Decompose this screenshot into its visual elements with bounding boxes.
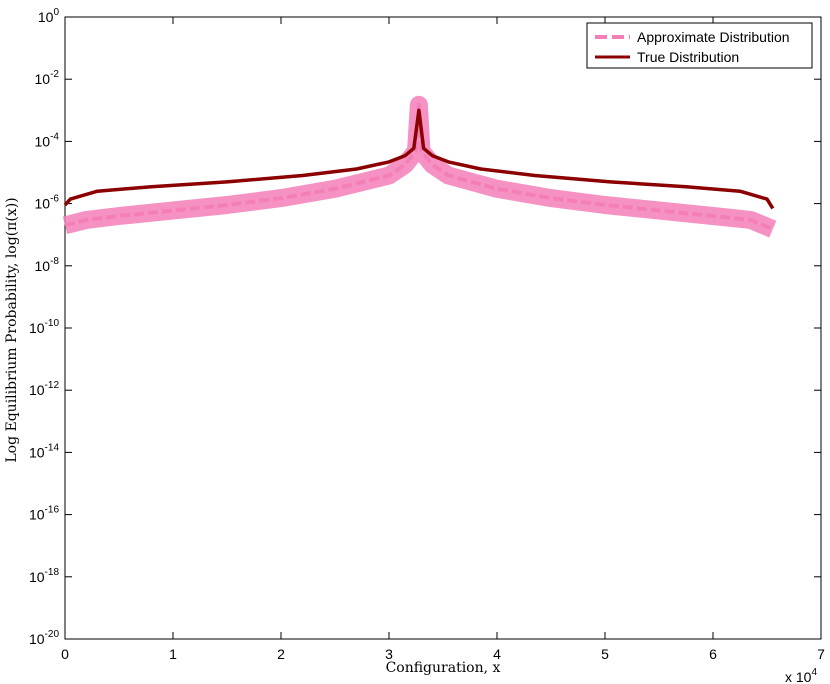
y-tick-label: 10-12 [29, 380, 59, 398]
x-tick-label: 3 [385, 646, 393, 662]
y-tick-exponent: -6 [50, 194, 59, 205]
y-tick-exponent: -18 [45, 567, 60, 578]
y-tick-label: 10-4 [35, 131, 60, 149]
y-tick-base: 10 [35, 258, 51, 274]
x-tick-label: 2 [277, 646, 285, 662]
x-tick-label: 7 [817, 646, 825, 662]
plot-area [64, 16, 822, 640]
x-scale-base: x 10 [785, 669, 812, 684]
x-axis-title: Configuration, x [386, 660, 501, 676]
series-approximate-line [64, 102, 774, 232]
y-tick-base: 10 [29, 569, 45, 585]
legend-box [586, 22, 813, 69]
y-tick-exponent: -8 [50, 256, 59, 267]
y-tick-base: 10 [29, 631, 45, 647]
y-tick-exponent: -10 [45, 318, 60, 329]
y-tick-label: 100 [38, 7, 60, 25]
y-tick-exponent: -12 [45, 380, 60, 391]
y-tick-exponent: -20 [45, 629, 60, 640]
y-tick-label: 10-10 [29, 318, 59, 336]
x-tick-label: 5 [601, 646, 609, 662]
x-tick-label: 6 [709, 646, 717, 662]
y-tick-base: 10 [29, 444, 45, 460]
y-tick-label: 10-16 [29, 505, 59, 523]
y-tick-exponent: -14 [45, 442, 60, 453]
x-scale-exponent: 4 [811, 667, 817, 678]
y-tick-base: 10 [29, 382, 45, 398]
y-tick-exponent: -4 [50, 131, 59, 142]
y-tick-base: 10 [29, 320, 45, 336]
y-tick-exponent: 0 [53, 7, 59, 18]
y-tick-base: 10 [35, 71, 51, 87]
series-layer [62, 95, 777, 238]
y-axis-title: Log Equilibrium Probability, log(π(x)) [4, 197, 20, 462]
y-tick-label: 10-18 [29, 567, 59, 585]
x-tick-label: 0 [61, 646, 69, 662]
y-tick-label: 10-14 [29, 442, 59, 460]
series-true-line [63, 108, 775, 210]
legend: Approximate Distribution True Distributi… [586, 22, 813, 69]
y-tick-exponent: -2 [50, 69, 59, 80]
x-tick-label: 1 [169, 646, 177, 662]
y-tick-base: 10 [35, 133, 51, 149]
y-tick-base: 10 [35, 196, 51, 212]
y-tick-label: 10-2 [35, 69, 60, 87]
legend-label-true: True Distribution [637, 49, 739, 65]
y-tick-label: 10-8 [35, 256, 60, 274]
y-tick-label: 10-20 [29, 629, 59, 647]
x-tick-label: 4 [493, 646, 501, 662]
y-tick-exponent: -16 [45, 505, 60, 516]
x-scale-note: x 104 [785, 667, 817, 684]
y-tick-base: 10 [29, 507, 45, 523]
x-axis-ticks: 0 1 2 3 4 5 6 7 [61, 17, 825, 662]
y-tick-base: 10 [38, 9, 54, 25]
y-axis-ticks: 10010-210-410-610-810-1010-1210-1410-161… [29, 7, 821, 647]
legend-label-approximate: Approximate Distribution [637, 29, 790, 45]
y-tick-label: 10-6 [35, 194, 60, 212]
